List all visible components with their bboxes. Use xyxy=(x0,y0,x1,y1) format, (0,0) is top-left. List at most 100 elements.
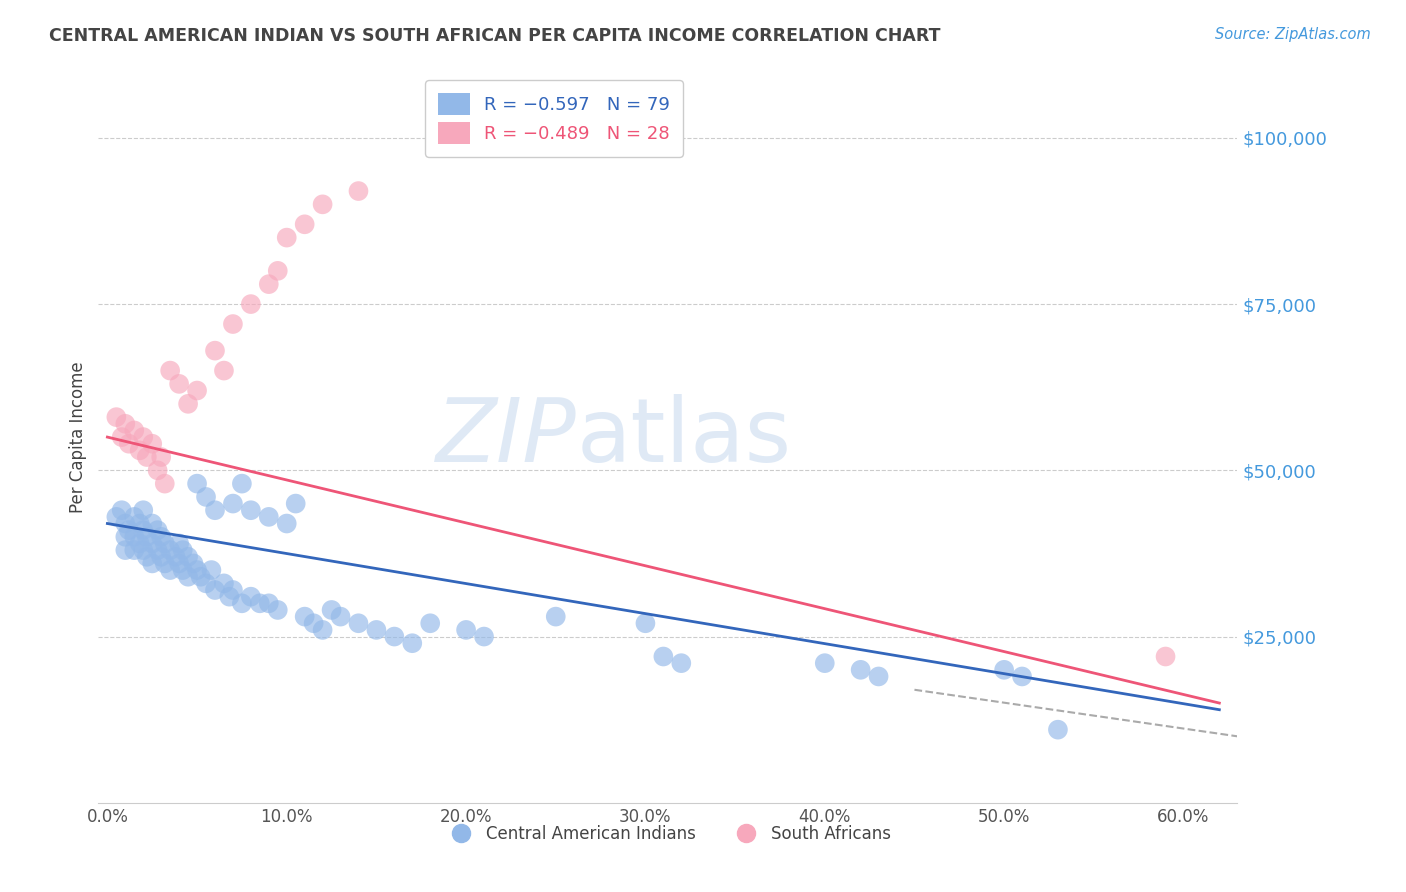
Point xyxy=(150,530,173,544)
Point xyxy=(150,450,173,464)
Point xyxy=(231,596,253,610)
Point xyxy=(993,663,1015,677)
Point xyxy=(128,443,150,458)
Point xyxy=(1046,723,1069,737)
Point xyxy=(200,563,222,577)
Point xyxy=(311,623,333,637)
Point xyxy=(141,516,163,531)
Point xyxy=(257,509,280,524)
Point xyxy=(1011,669,1033,683)
Point xyxy=(419,616,441,631)
Point xyxy=(159,363,181,377)
Point xyxy=(153,476,176,491)
Point xyxy=(347,184,370,198)
Point xyxy=(239,297,262,311)
Point xyxy=(135,530,157,544)
Point xyxy=(114,530,136,544)
Point xyxy=(382,630,405,644)
Point xyxy=(218,590,240,604)
Point xyxy=(284,497,307,511)
Point xyxy=(165,549,187,564)
Point xyxy=(128,536,150,550)
Point xyxy=(167,536,190,550)
Point xyxy=(124,509,146,524)
Point xyxy=(124,424,146,438)
Point xyxy=(267,264,290,278)
Point xyxy=(212,363,235,377)
Point xyxy=(135,450,157,464)
Point xyxy=(111,430,134,444)
Point xyxy=(347,616,370,631)
Point xyxy=(153,536,176,550)
Point xyxy=(167,376,190,391)
Point xyxy=(311,197,333,211)
Point xyxy=(159,543,181,558)
Point xyxy=(135,549,157,564)
Point xyxy=(195,576,218,591)
Point xyxy=(177,549,200,564)
Point xyxy=(128,516,150,531)
Point xyxy=(257,596,280,610)
Point xyxy=(231,476,253,491)
Point xyxy=(172,543,194,558)
Point xyxy=(239,590,262,604)
Point xyxy=(132,543,155,558)
Text: atlas: atlas xyxy=(576,393,792,481)
Point xyxy=(105,509,128,524)
Point xyxy=(472,630,495,644)
Point xyxy=(652,649,675,664)
Point xyxy=(186,476,208,491)
Point xyxy=(868,669,890,683)
Point xyxy=(321,603,343,617)
Point xyxy=(159,563,181,577)
Point xyxy=(146,543,169,558)
Point xyxy=(132,503,155,517)
Point xyxy=(153,557,176,571)
Point xyxy=(204,343,226,358)
Point xyxy=(111,503,134,517)
Point xyxy=(222,582,245,597)
Point xyxy=(118,436,141,450)
Point xyxy=(141,557,163,571)
Point xyxy=(190,570,212,584)
Point xyxy=(671,656,693,670)
Point xyxy=(329,609,352,624)
Point xyxy=(124,530,146,544)
Point xyxy=(276,230,298,244)
Point xyxy=(195,490,218,504)
Point xyxy=(267,603,290,617)
Point xyxy=(114,516,136,531)
Point xyxy=(114,543,136,558)
Point xyxy=(294,217,316,231)
Point xyxy=(124,543,146,558)
Point xyxy=(634,616,657,631)
Point xyxy=(212,576,235,591)
Point xyxy=(544,609,567,624)
Point xyxy=(257,277,280,292)
Point xyxy=(172,563,194,577)
Point xyxy=(294,609,316,624)
Point xyxy=(276,516,298,531)
Point xyxy=(132,430,155,444)
Text: Source: ZipAtlas.com: Source: ZipAtlas.com xyxy=(1215,27,1371,42)
Point xyxy=(454,623,477,637)
Point xyxy=(366,623,388,637)
Point xyxy=(239,503,262,517)
Point xyxy=(849,663,872,677)
Point xyxy=(222,497,245,511)
Point xyxy=(146,523,169,537)
Point xyxy=(302,616,325,631)
Point xyxy=(146,463,169,477)
Point xyxy=(186,563,208,577)
Point xyxy=(249,596,271,610)
Point xyxy=(401,636,423,650)
Point xyxy=(1154,649,1177,664)
Point xyxy=(204,503,226,517)
Point xyxy=(141,436,163,450)
Legend: Central American Indians, South Africans: Central American Indians, South Africans xyxy=(437,818,898,849)
Point xyxy=(114,417,136,431)
Point xyxy=(141,536,163,550)
Point xyxy=(132,523,155,537)
Point xyxy=(167,557,190,571)
Point xyxy=(814,656,837,670)
